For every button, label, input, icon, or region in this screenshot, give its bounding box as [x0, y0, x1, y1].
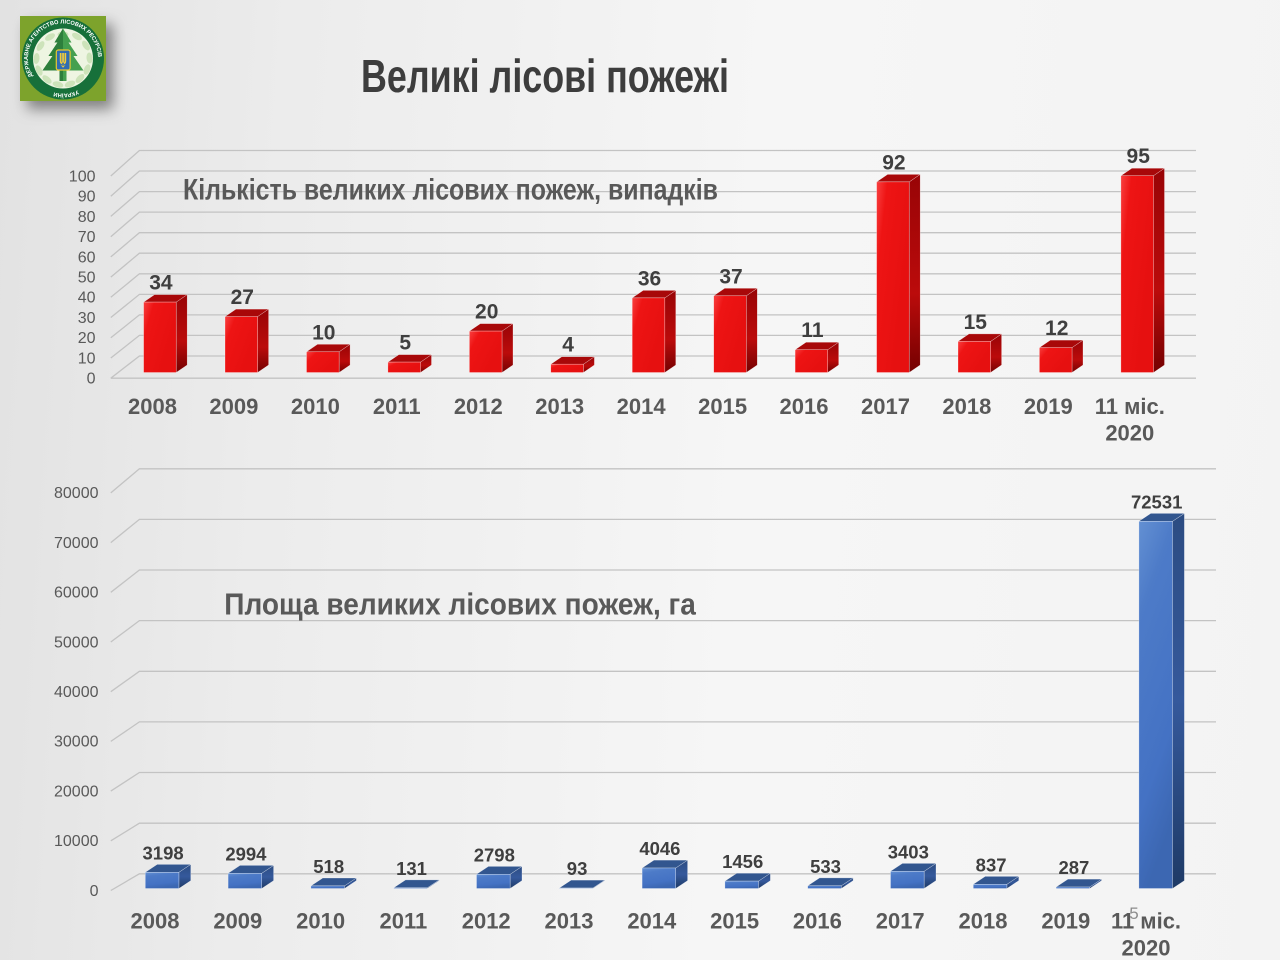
svg-text:27: 27: [231, 286, 254, 309]
svg-text:100: 100: [69, 168, 96, 185]
svg-text:50: 50: [78, 270, 96, 287]
svg-text:2020: 2020: [1122, 935, 1171, 960]
svg-text:72531: 72531: [1131, 491, 1182, 512]
svg-text:11 міс.: 11 міс.: [1111, 909, 1181, 934]
svg-text:90: 90: [78, 189, 96, 206]
svg-text:70: 70: [78, 229, 96, 246]
svg-text:80: 80: [78, 209, 96, 226]
svg-text:40000: 40000: [54, 684, 99, 701]
svg-text:60: 60: [78, 249, 96, 266]
svg-text:36: 36: [638, 267, 661, 290]
svg-text:2009: 2009: [209, 394, 258, 419]
svg-text:70000: 70000: [54, 535, 99, 552]
svg-text:20000: 20000: [54, 783, 99, 800]
svg-text:287: 287: [1058, 857, 1089, 878]
svg-text:2017: 2017: [876, 909, 925, 934]
svg-text:2013: 2013: [545, 909, 594, 934]
svg-text:37: 37: [719, 265, 742, 288]
svg-text:92: 92: [882, 151, 905, 174]
svg-text:4: 4: [562, 334, 574, 357]
svg-text:0: 0: [87, 371, 96, 388]
svg-text:2008: 2008: [128, 394, 177, 419]
svg-text:11 міс.: 11 міс.: [1095, 394, 1165, 419]
svg-text:2009: 2009: [213, 909, 262, 934]
svg-text:1456: 1456: [722, 851, 763, 872]
svg-text:11: 11: [801, 319, 824, 342]
svg-text:10: 10: [312, 321, 335, 344]
svg-text:2011: 2011: [373, 394, 421, 419]
svg-text:50000: 50000: [54, 634, 99, 651]
svg-text:837: 837: [976, 854, 1007, 875]
svg-text:80000: 80000: [54, 485, 99, 502]
svg-text:2017: 2017: [861, 394, 910, 419]
svg-text:30000: 30000: [54, 734, 99, 751]
svg-text:Площа великих лісових пожеж, г: Площа великих лісових пожеж, га: [224, 586, 696, 621]
svg-text:2015: 2015: [698, 394, 747, 419]
svg-text:2798: 2798: [474, 844, 515, 865]
svg-text:2011: 2011: [380, 909, 428, 934]
svg-text:2010: 2010: [296, 909, 345, 934]
svg-text:30: 30: [78, 310, 96, 327]
svg-text:40: 40: [78, 290, 96, 307]
svg-text:5: 5: [1129, 904, 1138, 923]
svg-text:Кількість великих лісових поже: Кількість великих лісових пожеж, випадкі…: [183, 174, 718, 207]
svg-text:60000: 60000: [54, 585, 99, 602]
svg-text:518: 518: [313, 856, 344, 877]
svg-text:2016: 2016: [793, 909, 842, 934]
svg-text:10000: 10000: [54, 833, 99, 850]
svg-text:2994: 2994: [225, 843, 267, 864]
svg-text:10: 10: [78, 350, 96, 367]
svg-text:2012: 2012: [454, 394, 503, 419]
svg-text:3198: 3198: [143, 842, 184, 863]
svg-text:0: 0: [90, 883, 99, 900]
svg-text:2008: 2008: [131, 909, 180, 934]
svg-text:2019: 2019: [1041, 909, 1090, 934]
svg-text:4046: 4046: [639, 838, 680, 859]
svg-text:2014: 2014: [627, 909, 677, 934]
svg-text:20: 20: [78, 330, 96, 347]
svg-text:2020: 2020: [1105, 420, 1154, 445]
svg-text:УКРАЇНИ: УКРАЇНИ: [53, 88, 79, 98]
svg-text:20: 20: [475, 301, 498, 324]
svg-text:2018: 2018: [959, 909, 1008, 934]
svg-text:15: 15: [964, 311, 988, 334]
svg-text:2016: 2016: [780, 394, 829, 419]
svg-text:2015: 2015: [710, 909, 759, 934]
svg-text:2013: 2013: [535, 394, 584, 419]
svg-text:131: 131: [396, 858, 427, 879]
svg-text:Великі лісові пожежі: Великі лісові пожежі: [361, 50, 729, 102]
svg-text:533: 533: [810, 856, 841, 877]
svg-text:5: 5: [399, 332, 411, 355]
svg-text:2014: 2014: [617, 394, 667, 419]
svg-text:2010: 2010: [291, 394, 340, 419]
svg-text:34: 34: [149, 272, 173, 295]
svg-text:12: 12: [1045, 317, 1068, 340]
svg-text:3403: 3403: [888, 841, 929, 862]
svg-text:93: 93: [567, 858, 588, 879]
svg-text:95: 95: [1127, 145, 1151, 168]
svg-text:2012: 2012: [462, 909, 511, 934]
svg-text:2019: 2019: [1024, 394, 1073, 419]
svg-text:2018: 2018: [942, 394, 991, 419]
